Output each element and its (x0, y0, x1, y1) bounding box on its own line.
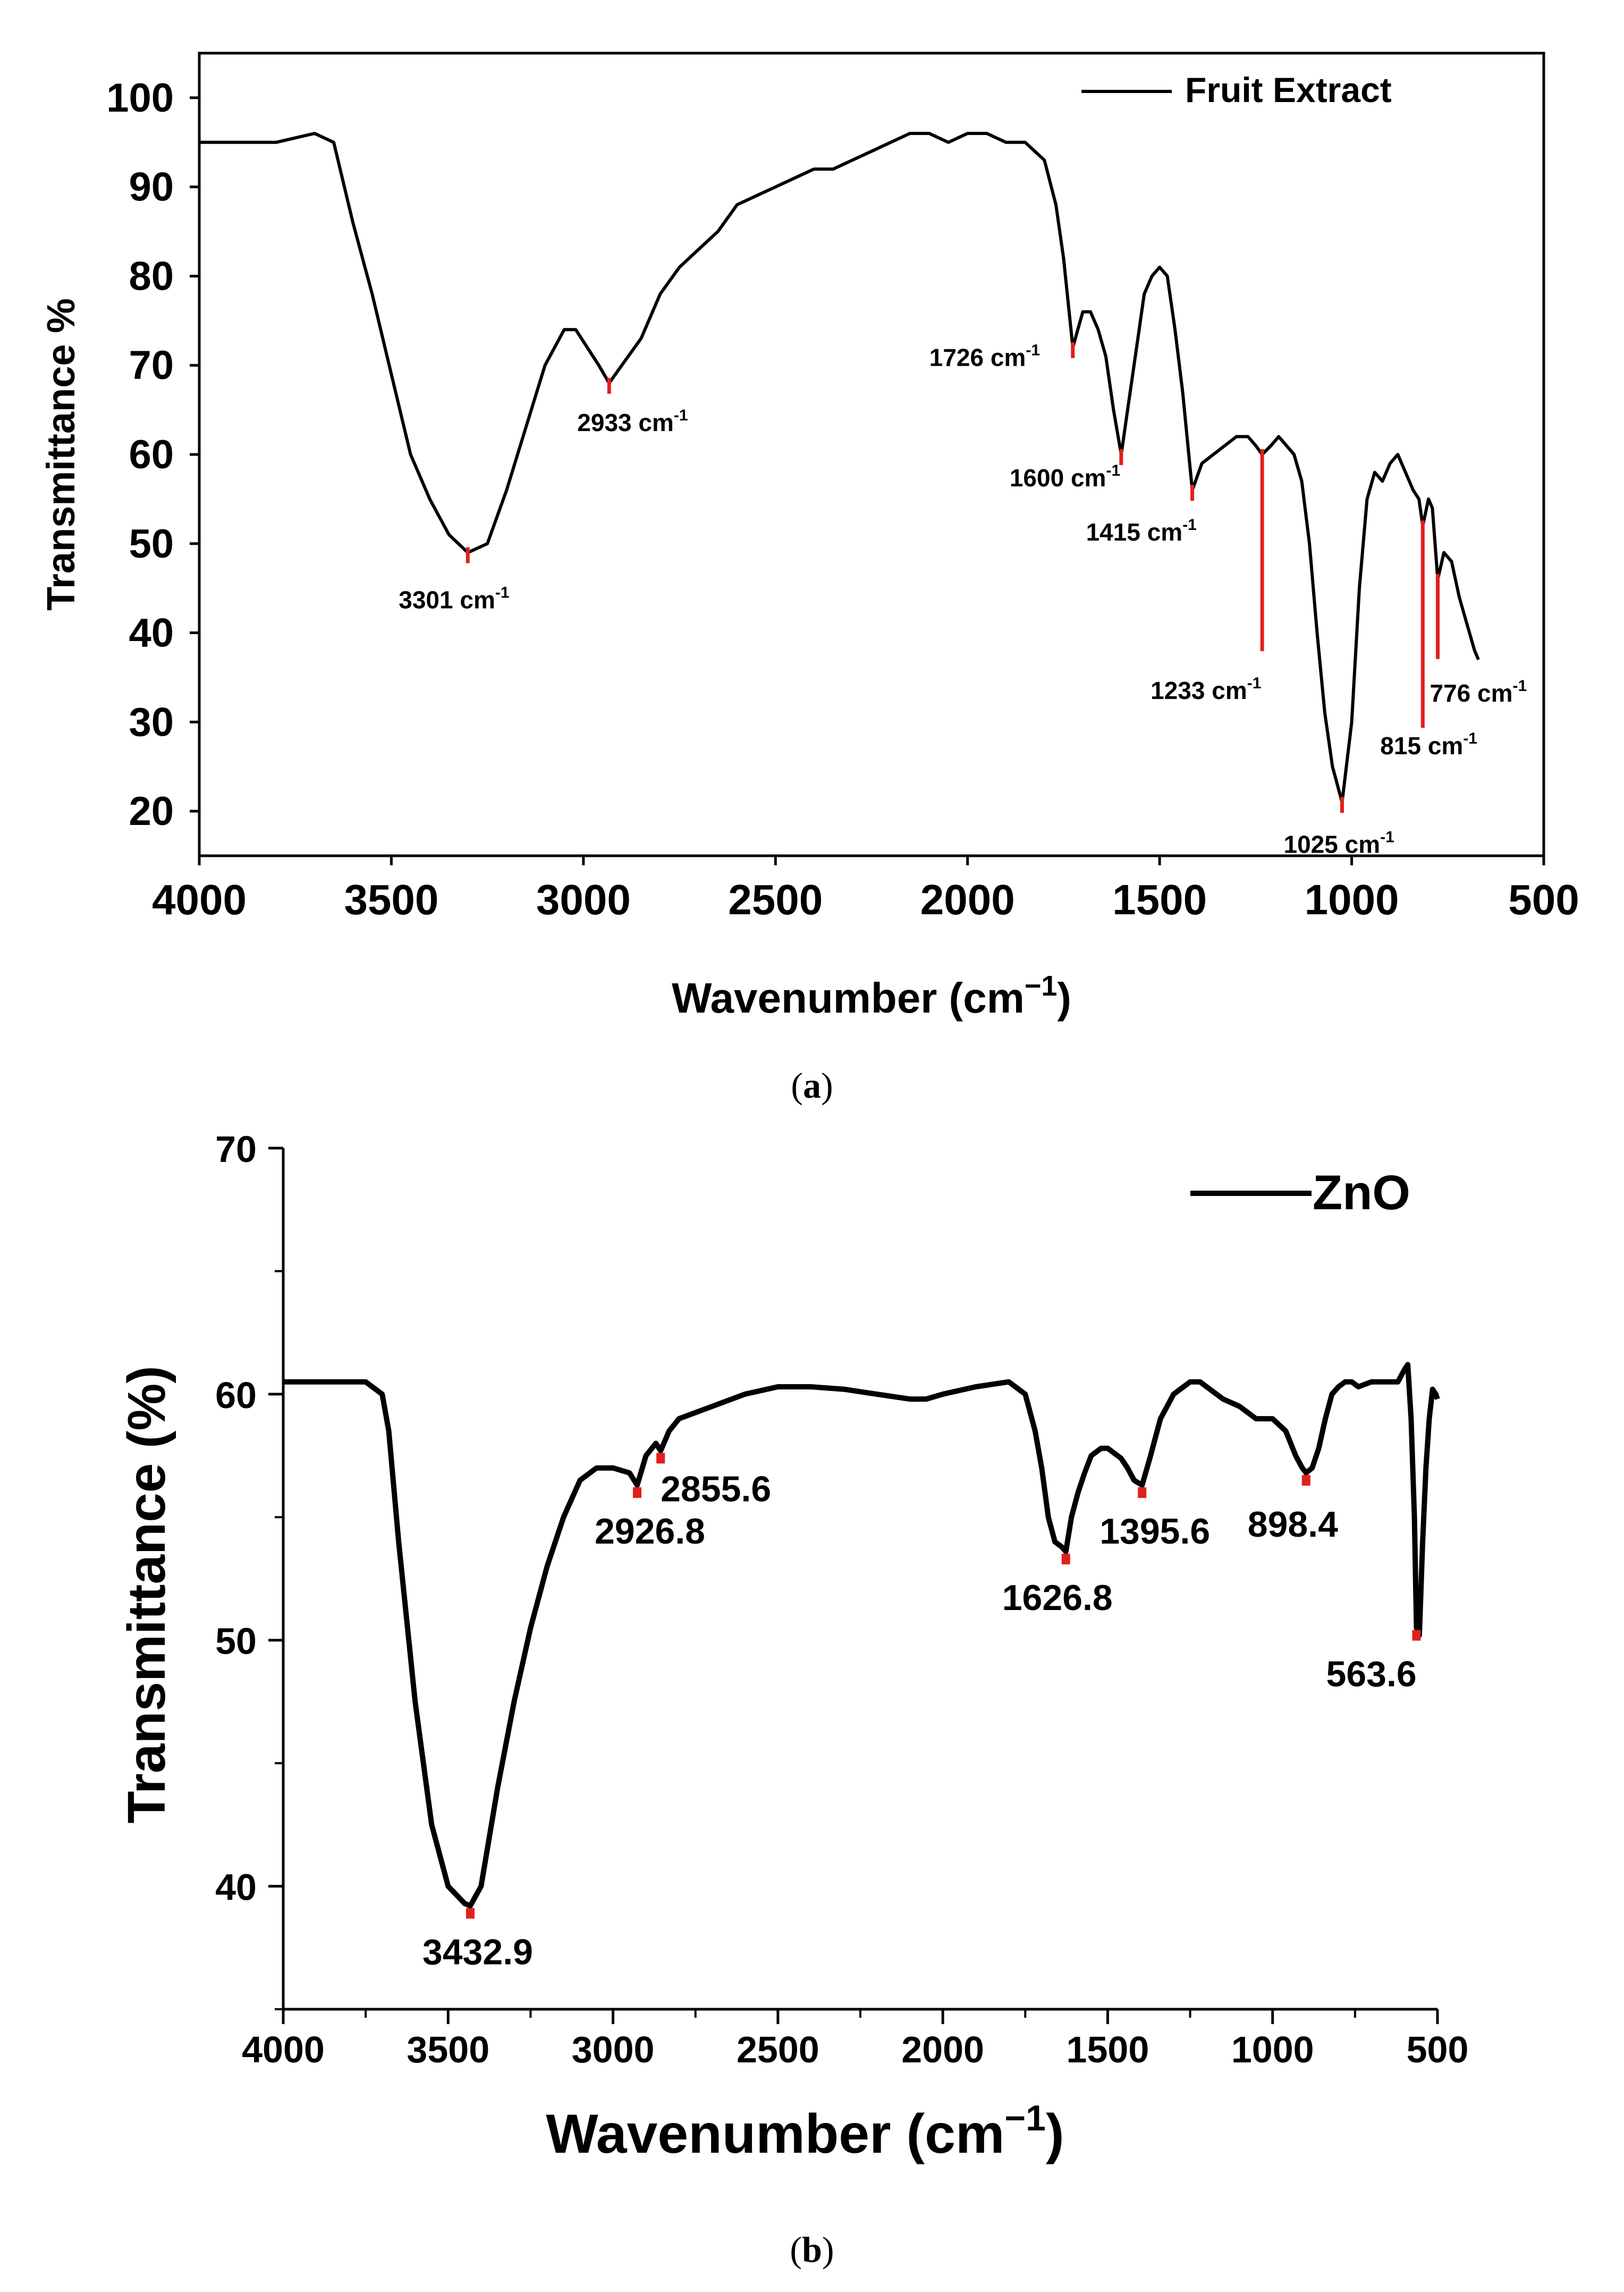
y-tick-label-a: 20 (129, 789, 174, 834)
x-tick-label-a: 3500 (344, 876, 438, 923)
x-axis-title-a: Wavenumber (cm−1) (672, 970, 1071, 1022)
peak-label-a: 776 cm-1 (1430, 677, 1527, 707)
panel-a: 20 30 40 50 60 70 80 90 100 4000 3500 3000 2500 2000… (39, 52, 1579, 1106)
x-tick-label-a: 4000 (152, 876, 247, 923)
y-axis-title-a: Transmittance % (39, 298, 83, 611)
x-axis-title-b: Wavenumber (cm−1) (546, 2098, 1064, 2165)
peak-markers-a: 3301 cm-1 2933 cm-1 1726 cm-1 1600 cm-1 1415… (399, 342, 1527, 858)
y-tick-label-b: 40 (215, 1867, 257, 1908)
peak-label-b: 2855.6 (661, 1469, 771, 1509)
panel-b: 40 50 60 70 4000 3500 3000 2500 2000 1500 1000 500… (117, 1128, 1468, 2270)
x-tick-label-b: 1500 (1067, 2029, 1149, 2070)
peak-label-a: 1600 cm-1 (1010, 462, 1120, 492)
x-tick-label-a: 500 (1508, 876, 1579, 923)
x-tick-label-b: 3500 (407, 2029, 489, 2070)
legend-b: ZnO (1190, 1166, 1410, 1220)
series-line-zno (283, 1362, 1440, 1909)
peak-marker-b (1138, 1487, 1147, 1498)
peak-marker-b (632, 1487, 641, 1498)
x-tick-label-a: 1000 (1305, 876, 1399, 923)
y-tick-label-a: 90 (129, 165, 174, 210)
peak-marker-b (466, 1908, 475, 1919)
peak-marker-b (1061, 1554, 1070, 1565)
peak-marker-b (656, 1453, 665, 1464)
peak-label-a: 1726 cm-1 (929, 342, 1040, 372)
peak-label-a: 1233 cm-1 (1151, 675, 1261, 704)
y-tick-label-a: 40 (129, 611, 174, 656)
caption-a: (a) (791, 1065, 833, 1106)
x-tick-label-a: 2500 (728, 876, 823, 923)
y-axis-ticks-b: 40 50 60 70 (215, 1128, 283, 2010)
x-axis-ticks-b: 4000 3500 3000 2500 2000 1500 1000 500 (242, 2009, 1468, 2070)
x-tick-label-b: 2000 (901, 2029, 984, 2070)
y-tick-label-a: 100 (106, 75, 174, 121)
legend-a: Fruit Extract (1081, 70, 1392, 109)
x-tick-label-a: 3000 (536, 876, 631, 923)
x-tick-label-b: 2500 (737, 2029, 819, 2070)
x-tick-label-b: 1000 (1231, 2029, 1314, 2070)
y-tick-label-b: 60 (215, 1375, 257, 1416)
y-axis-ticks-a: 20 30 40 50 60 70 80 90 100 (106, 75, 199, 834)
y-tick-label-a: 80 (129, 254, 174, 299)
x-tick-label-b: 500 (1407, 2029, 1469, 2070)
y-tick-label-b: 50 (215, 1621, 257, 1662)
peak-label-b: 2926.8 (595, 1511, 705, 1552)
peak-marker-b (1412, 1630, 1421, 1641)
legend-label-a: Fruit Extract (1185, 70, 1392, 109)
x-tick-label-a: 1500 (1112, 876, 1207, 923)
x-axis-ticks-a: 4000 3500 3000 2500 2000 1500 1000 500 (152, 856, 1579, 923)
caption-b: (b) (790, 2229, 834, 2270)
plot-area-a (198, 52, 1545, 857)
x-tick-label-b: 3000 (572, 2029, 655, 2070)
y-axis-title-b: Transmittance (%) (117, 1366, 176, 1823)
y-tick-label-a: 60 (129, 432, 174, 477)
peak-label-a: 1025 cm-1 (1284, 828, 1394, 858)
peak-label-a: 1415 cm-1 (1086, 516, 1197, 546)
peak-label-a: 2933 cm-1 (577, 407, 688, 436)
peak-label-b: 898.4 (1248, 1504, 1338, 1545)
y-tick-label-a: 30 (129, 700, 174, 745)
series-line-fruit-extract (199, 132, 1480, 804)
peak-label-a: 815 cm-1 (1380, 730, 1477, 760)
peak-label-b: 1395.6 (1099, 1511, 1210, 1552)
y-tick-label-b: 70 (215, 1128, 257, 1170)
x-tick-label-b: 4000 (242, 2029, 325, 2070)
peak-label-b: 1626.8 (1002, 1578, 1113, 1618)
peak-marker-b (1301, 1474, 1310, 1486)
peak-label-b: 3432.9 (422, 1932, 533, 1973)
y-tick-label-a: 50 (129, 521, 174, 567)
peak-label-a: 3301 cm-1 (399, 584, 509, 614)
legend-label-b: ZnO (1313, 1166, 1410, 1220)
y-tick-label-a: 70 (129, 343, 174, 388)
peak-label-b: 563.6 (1326, 1654, 1417, 1695)
x-tick-label-a: 2000 (920, 876, 1015, 923)
